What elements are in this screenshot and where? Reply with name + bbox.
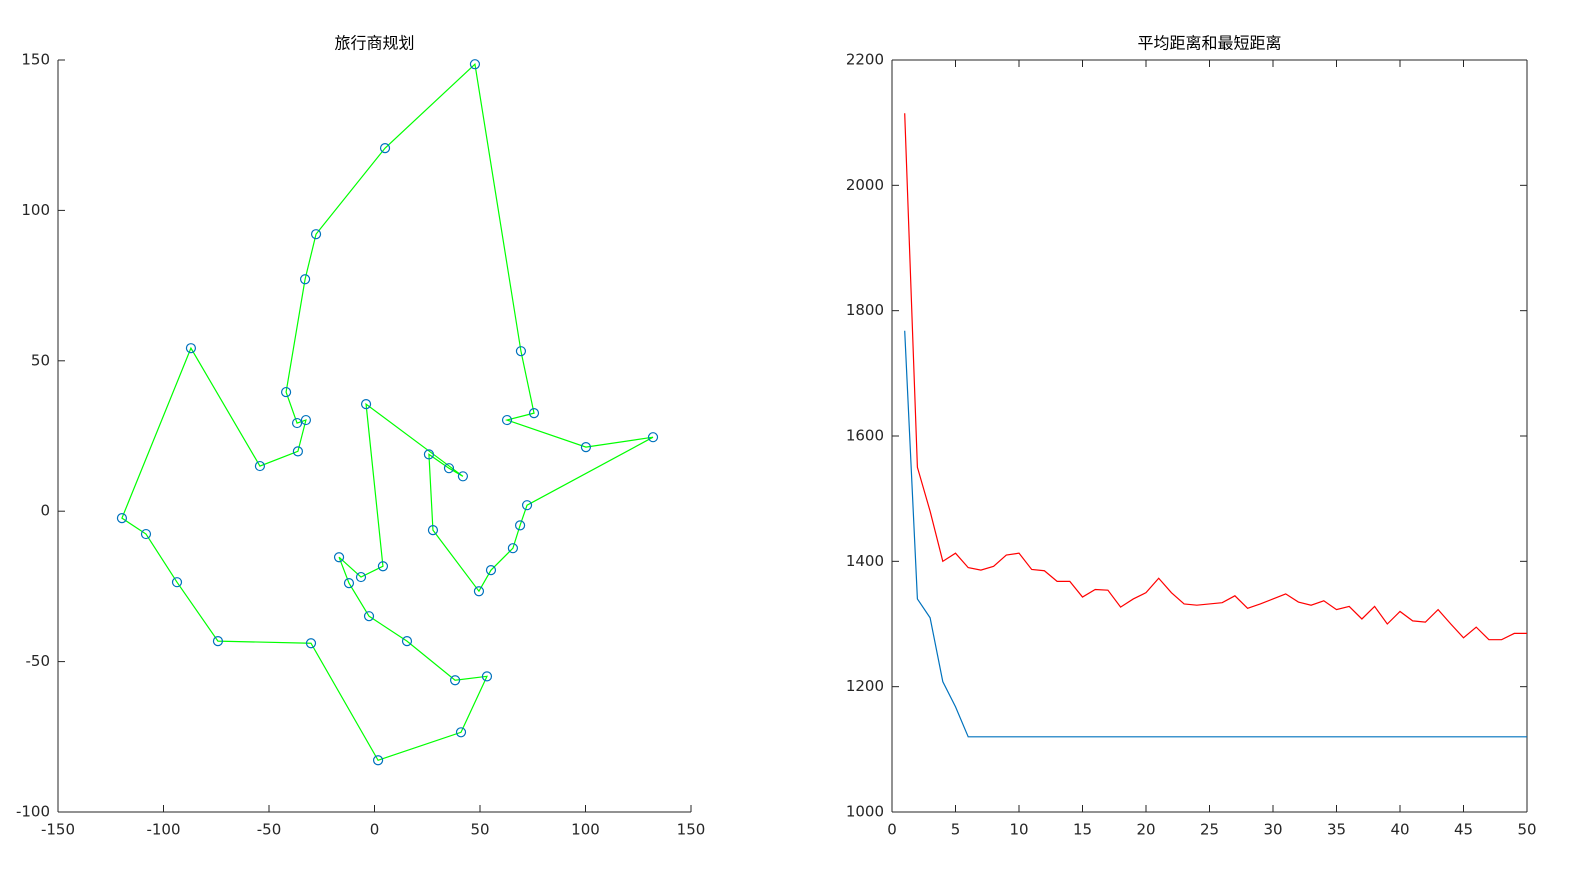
data-point (647, 432, 659, 443)
data-line (904, 330, 1527, 738)
data-point (185, 343, 197, 354)
data-point (299, 274, 311, 285)
data-point (280, 386, 292, 398)
y-tick-label: 1800 (846, 301, 884, 319)
x-tick-label: 0 (887, 821, 897, 839)
data-point (501, 414, 513, 426)
x-tick-label: 150 (677, 821, 706, 839)
data-point (457, 471, 469, 482)
data-point (292, 446, 304, 457)
x-tick-label: 50 (1517, 821, 1536, 839)
data-point (528, 408, 540, 419)
x-tick-label: 100 (571, 821, 600, 839)
x-tick-label: 0 (370, 821, 380, 839)
y-tick-label: 150 (21, 51, 50, 69)
y-tick-label: -50 (26, 652, 51, 670)
data-point (333, 552, 345, 563)
data-point (116, 513, 128, 524)
x-tick-label: 25 (1200, 821, 1219, 839)
data-point (443, 463, 455, 474)
data-line (121, 63, 654, 761)
x-tick-label: 50 (470, 821, 489, 839)
data-point (377, 561, 389, 572)
data-point (401, 636, 413, 647)
chart-title: 旅行商规划 (334, 34, 414, 53)
x-tick-label: 15 (1073, 821, 1092, 839)
data-point (580, 442, 592, 453)
x-tick-label: 10 (1009, 821, 1028, 839)
x-tick-label: -150 (41, 821, 75, 839)
data-point (515, 346, 527, 357)
x-tick-label: 35 (1327, 821, 1346, 839)
data-point (485, 565, 497, 576)
data-point (310, 229, 322, 240)
data-point (473, 586, 485, 597)
x-tick-label: 45 (1454, 821, 1473, 839)
x-tick-label: 5 (951, 821, 961, 839)
y-tick-label: 0 (40, 502, 50, 520)
data-point (360, 399, 372, 410)
data-point (254, 460, 266, 472)
data-point (423, 449, 435, 460)
y-tick-label: 50 (31, 351, 50, 369)
x-tick-label: -50 (257, 821, 282, 839)
data-point (305, 638, 317, 649)
data-point (140, 528, 152, 540)
y-tick-label: 1000 (846, 803, 884, 821)
chart-title: 平均距离和最短距离 (1137, 34, 1281, 53)
data-point (372, 755, 384, 766)
data-line (904, 113, 1527, 641)
x-tick-label: 20 (1136, 821, 1155, 839)
y-tick-label: 100 (21, 201, 50, 219)
y-tick-label: 1200 (846, 677, 884, 695)
data-point (455, 727, 467, 738)
y-tick-label: 1400 (846, 552, 884, 570)
data-point (171, 577, 183, 588)
data-point (379, 143, 391, 154)
data-point (291, 417, 303, 429)
y-tick-label: 2200 (846, 51, 884, 69)
y-tick-label: 1600 (846, 427, 884, 445)
data-point (343, 577, 355, 589)
data-point (212, 636, 224, 647)
y-tick-label: 2000 (846, 176, 884, 194)
data-point (481, 671, 493, 682)
y-tick-label: -100 (16, 803, 50, 821)
x-tick-label: 30 (1263, 821, 1282, 839)
data-point (507, 543, 519, 554)
data-point (469, 59, 481, 70)
data-point (427, 525, 439, 536)
data-point (363, 611, 375, 622)
data-point (521, 500, 533, 511)
data-point (450, 675, 461, 686)
x-tick-label: 40 (1390, 821, 1409, 839)
data-point (355, 571, 367, 583)
data-point (514, 520, 526, 531)
data-point (300, 414, 312, 426)
x-tick-label: -100 (146, 821, 180, 839)
